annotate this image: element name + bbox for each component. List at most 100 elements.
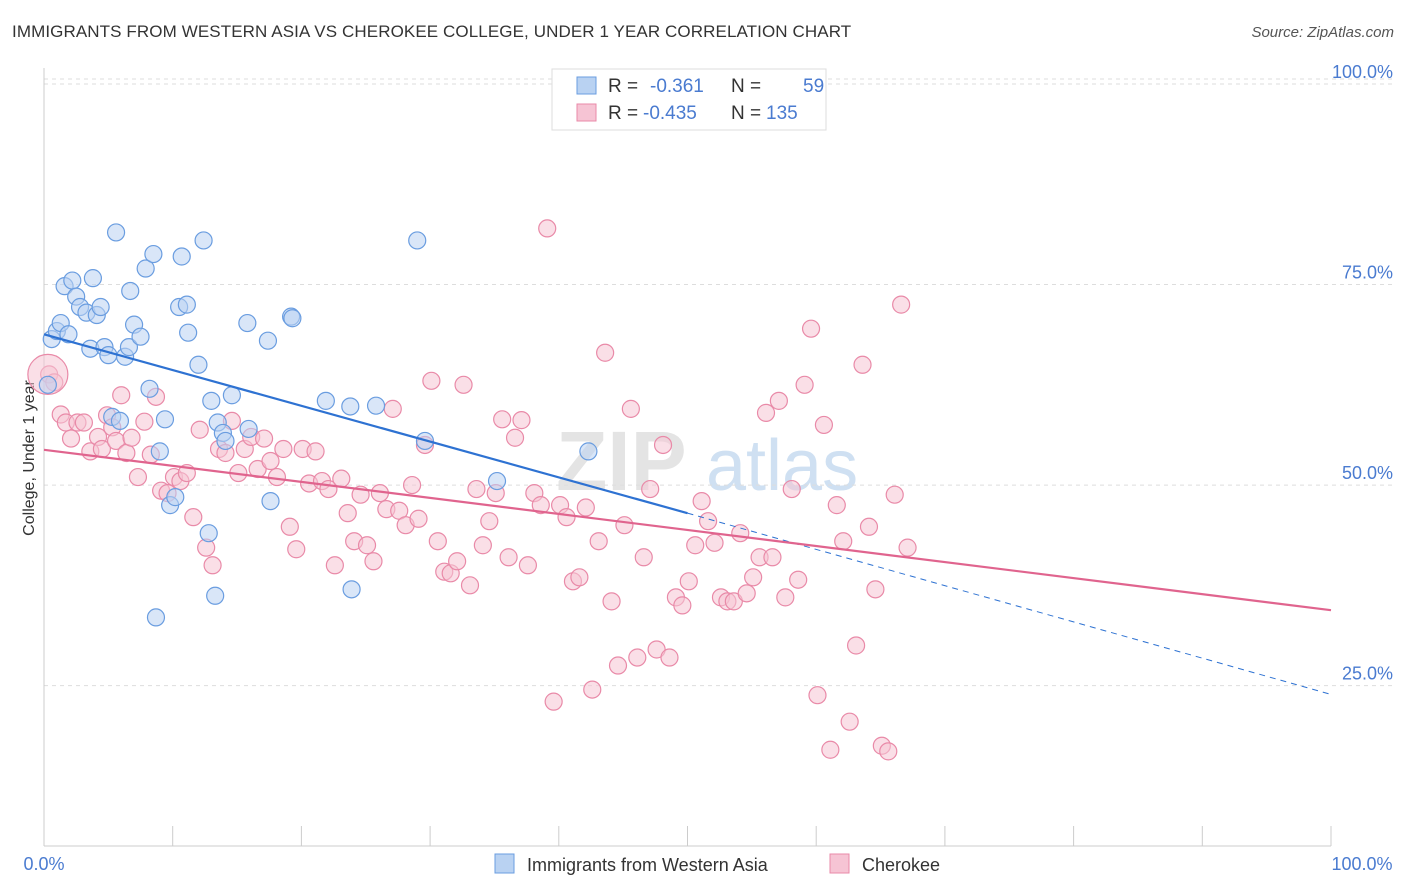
- cherokee-point: [589, 532, 608, 551]
- y-tick-label: 25.0%: [1342, 664, 1393, 684]
- cherokee-point: [769, 391, 788, 410]
- cherokee-point: [254, 429, 274, 448]
- western-asia-point: [283, 309, 302, 328]
- legend-n-value-2: 135: [766, 103, 798, 124]
- cherokee-point: [731, 524, 750, 543]
- cherokee-point: [737, 584, 756, 603]
- western-asia-point: [216, 431, 235, 451]
- cherokee-point: [122, 428, 141, 447]
- trend-lines: [43, 333, 1332, 695]
- y-tick-labels: 25.0% 50.0% 75.0% 100.0%: [1332, 62, 1393, 684]
- cherokee-point: [892, 295, 911, 314]
- legend-box: R = -0.361 N = 59 R = -0.435 N = 135: [551, 68, 827, 131]
- cherokee-point: [480, 512, 499, 531]
- western-asia-point: [408, 231, 427, 250]
- watermark: ZIP atlas: [556, 414, 858, 508]
- x-tick-label-max: 100.0%: [1331, 854, 1392, 874]
- western-asia-point: [146, 608, 166, 627]
- cherokee-point: [686, 536, 705, 555]
- bottom-legend: Immigrants from Western Asia Cherokee: [494, 853, 940, 875]
- cherokee-point: [454, 375, 473, 394]
- cherokee-point: [473, 536, 492, 555]
- western-asia-point: [239, 419, 258, 439]
- cherokee-point: [814, 415, 834, 435]
- western-asia-point: [261, 492, 280, 511]
- cherokee-point: [801, 319, 821, 338]
- western-asia-point: [238, 313, 257, 333]
- cherokee-point: [853, 355, 872, 374]
- cherokee-point: [724, 592, 743, 611]
- cherokee-point: [795, 375, 814, 394]
- cherokee-point: [653, 435, 673, 455]
- cherokee-point: [280, 517, 299, 536]
- cherokee-point: [338, 504, 357, 523]
- legend-n-value-1: 59: [803, 76, 824, 97]
- cherokee-point: [544, 692, 563, 711]
- y-axis-label: College, Under 1 year: [21, 380, 38, 536]
- y-tick-label: 100.0%: [1332, 62, 1393, 82]
- cherokee-point: [383, 399, 402, 418]
- legend-n-label-2: N =: [731, 103, 761, 124]
- bottom-legend-swatch-blue: [494, 853, 515, 874]
- cherokee-point: [576, 498, 595, 517]
- cherokee-point: [74, 413, 93, 432]
- legend-r-value-1: -0.361: [650, 76, 704, 97]
- western-asia-point: [366, 396, 386, 415]
- cherokee-point: [557, 508, 576, 527]
- x-ticks: [43, 826, 1332, 846]
- cherokee-points: [27, 219, 917, 761]
- cherokee-point: [135, 412, 154, 431]
- watermark-atlas: atlas: [706, 426, 858, 506]
- western-asia-point: [106, 223, 126, 242]
- cherokee-point: [493, 410, 512, 429]
- chart-title: IMMIGRANTS FROM WESTERN ASIA VS CHEROKEE…: [12, 22, 852, 41]
- legend-swatch-blue: [576, 76, 597, 95]
- western-asia-points: [38, 223, 598, 627]
- western-asia-point: [199, 524, 218, 543]
- bottom-legend-label-2: Cherokee: [862, 855, 940, 875]
- cherokee-point: [885, 485, 904, 504]
- cherokee-point: [705, 533, 724, 552]
- cherokee-point: [570, 568, 589, 587]
- western-asia-point: [136, 259, 155, 278]
- cherokee-point: [505, 428, 525, 447]
- cherokee-point: [422, 371, 441, 390]
- cherokee-point: [827, 496, 846, 515]
- cherokee-point: [583, 680, 602, 699]
- cherokee-point: [647, 640, 666, 659]
- western-asia-point: [579, 442, 598, 461]
- cherokee-point: [184, 508, 203, 527]
- cherokee-point: [763, 548, 782, 567]
- cherokee-point-large: [27, 353, 69, 395]
- cherokee-point: [274, 439, 293, 459]
- cherokee-point: [634, 548, 653, 567]
- cherokee-point: [332, 469, 351, 488]
- western-asia-point: [258, 331, 278, 350]
- cherokee-point: [602, 592, 621, 611]
- cherokee-trend-line: [43, 448, 1332, 612]
- western-asia-point: [487, 471, 507, 491]
- cherokee-point: [467, 479, 486, 499]
- cherokee-point: [608, 656, 628, 675]
- western-asia-point: [206, 586, 225, 605]
- cherokee-point: [499, 548, 518, 567]
- western-asia-point: [341, 397, 360, 416]
- western-asia-point: [150, 442, 169, 461]
- cherokee-point: [596, 343, 615, 362]
- cherokee-point: [190, 420, 209, 439]
- cherokee-point: [879, 742, 898, 761]
- western-asia-point: [144, 244, 163, 264]
- western-asia-point: [202, 391, 221, 410]
- western-asia-point: [179, 323, 198, 342]
- cherokee-point: [409, 509, 428, 528]
- axes: [43, 68, 1331, 847]
- legend-swatch-pink: [576, 103, 597, 122]
- cherokee-point: [128, 467, 148, 487]
- legend-r-label-1: R =: [608, 76, 638, 97]
- cherokee-point: [789, 570, 808, 589]
- western-asia-point: [189, 355, 208, 374]
- cherokee-point: [698, 512, 718, 531]
- cherokee-point: [621, 399, 640, 418]
- western-asia-point: [172, 247, 191, 266]
- western-asia-point: [38, 375, 57, 394]
